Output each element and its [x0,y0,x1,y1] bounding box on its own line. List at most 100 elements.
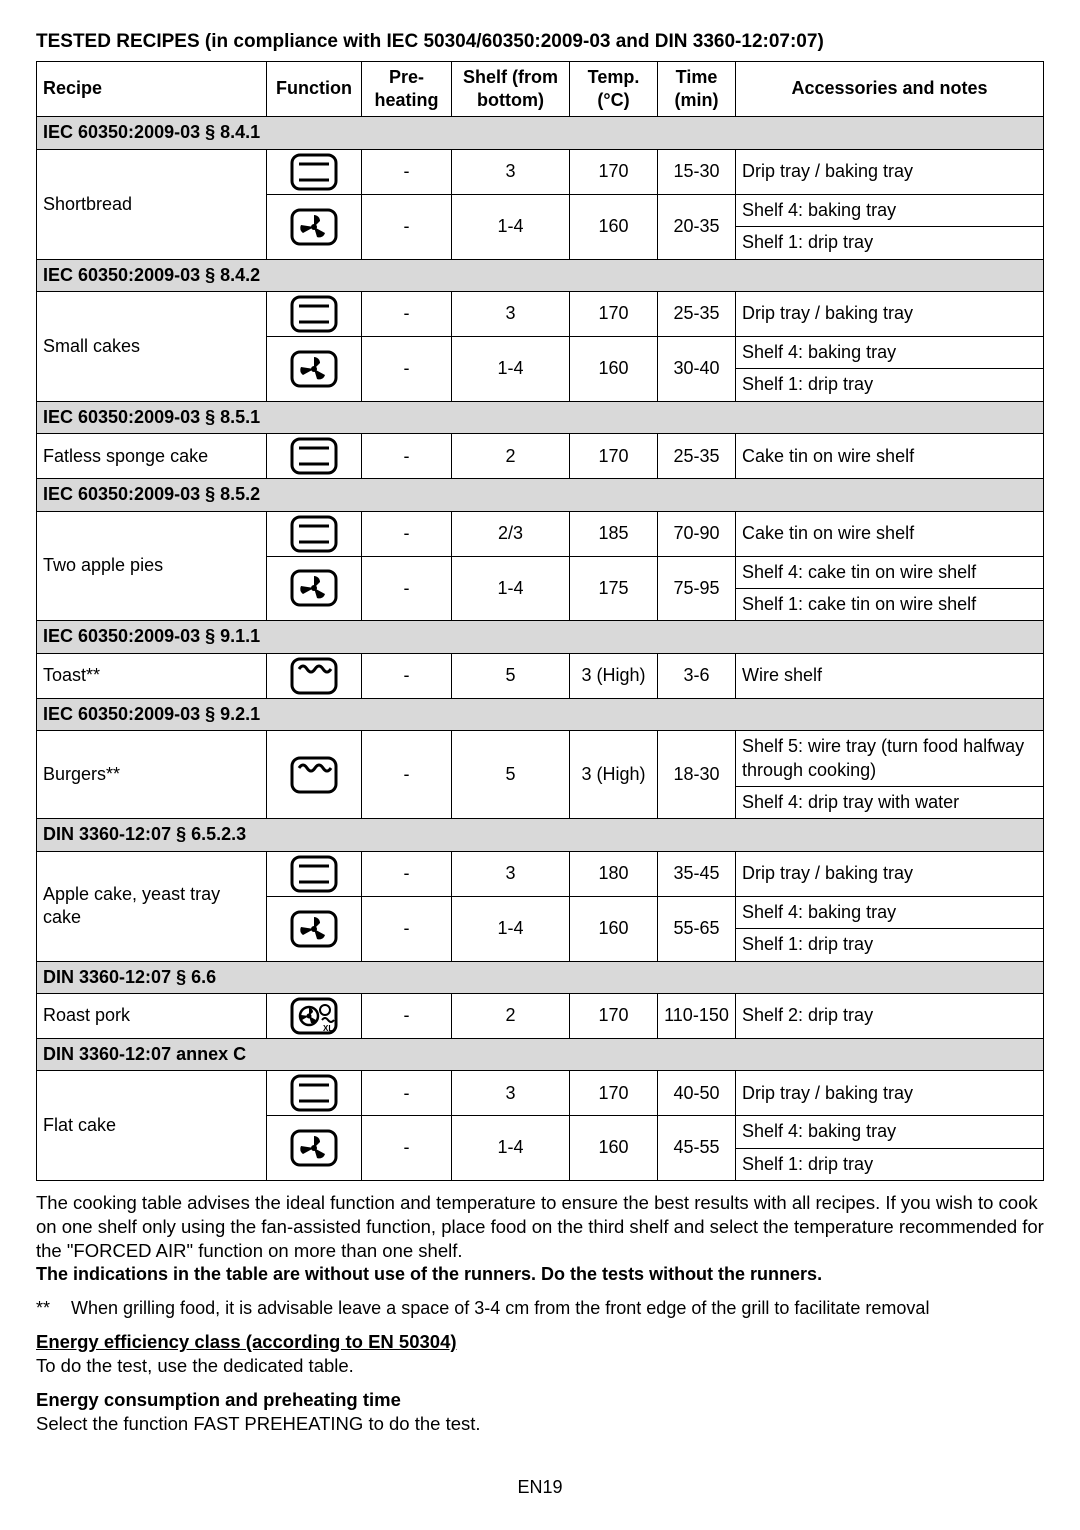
function-cell [267,194,362,259]
time-cell: 40-50 [658,1071,736,1116]
col-preheat: Pre-heating [362,61,452,117]
table-row: Small cakes-317025-35Drip tray / baking … [37,292,1044,337]
notes-cell: Drip tray / baking tray [736,1071,1044,1116]
recipe-name: Flat cake [37,1071,267,1181]
notes-cell: Shelf 1: cake tin on wire shelf [736,588,1044,620]
notes-cell: Shelf 1: drip tray [736,369,1044,401]
col-time: Time (min) [658,61,736,117]
footnote-mark: ** [36,1297,66,1320]
section-header: IEC 60350:2009-03 § 8.5.1 [37,401,1044,433]
function-cell [267,337,362,402]
notes-cell: Drip tray / baking tray [736,851,1044,896]
preheat-cell: - [362,511,452,556]
time-cell: 25-35 [658,434,736,479]
col-recipe: Recipe [37,61,267,117]
notes-cell: Shelf 4: baking tray [736,194,1044,226]
notes-cell: Shelf 5: wire tray (turn food halfway th… [736,731,1044,787]
energy-cons-body: Select the function FAST PREHEATING to d… [36,1413,481,1434]
notes-cell: Shelf 1: drip tray [736,227,1044,259]
function-cell [267,896,362,961]
recipe-name: Roast pork [37,993,267,1038]
preheat-cell: - [362,556,452,621]
table-row: Fatless sponge cake-217025-35Cake tin on… [37,434,1044,479]
preheat-cell: - [362,993,452,1038]
preheat-cell: - [362,1116,452,1181]
shelf-cell: 3 [452,292,570,337]
table-row: Toast** -53 (High)3-6Wire shelf [37,653,1044,698]
shelf-cell: 1-4 [452,337,570,402]
preheat-cell: - [362,653,452,698]
notes-cell: Wire shelf [736,653,1044,698]
section-header: DIN 3360-12:07 annex C [37,1038,1044,1070]
notes-cell: Shelf 1: drip tray [736,1148,1044,1180]
conventional-oven-icon [289,854,339,894]
preheat-cell: - [362,194,452,259]
temp-cell: 170 [570,1071,658,1116]
function-cell [267,149,362,194]
footnote: ** When grilling food, it is advisable l… [36,1297,1044,1320]
temp-cell: 160 [570,1116,658,1181]
time-cell: 3-6 [658,653,736,698]
table-header-row: Recipe Function Pre-heating Shelf (from … [37,61,1044,117]
grill-icon [289,755,339,795]
conventional-oven-icon [289,294,339,334]
shelf-cell: 5 [452,653,570,698]
col-shelf: Shelf (from bottom) [452,61,570,117]
notes-cell: Cake tin on wire shelf [736,511,1044,556]
fan-oven-icon [289,207,339,247]
table-row: Flat cake-317040-50Drip tray / baking tr… [37,1071,1044,1116]
fan-oven-icon [289,349,339,389]
conventional-oven-icon [289,514,339,554]
function-cell [267,993,362,1038]
notes-cell: Drip tray / baking tray [736,292,1044,337]
shelf-cell: 1-4 [452,556,570,621]
section-header: IEC 60350:2009-03 § 9.2.1 [37,698,1044,730]
temp-cell: 160 [570,337,658,402]
function-cell [267,1071,362,1116]
time-cell: 55-65 [658,896,736,961]
notes-cell: Shelf 1: drip tray [736,929,1044,961]
energy-class-body: To do the test, use the dedicated table. [36,1355,354,1376]
col-temp: Temp. (°C) [570,61,658,117]
shelf-cell: 2 [452,434,570,479]
col-notes: Accessories and notes [736,61,1044,117]
notes-cell: Shelf 2: drip tray [736,993,1044,1038]
conventional-oven-icon [289,1073,339,1113]
page-title: TESTED RECIPES (in compliance with IEC 5… [36,30,1044,55]
function-cell [267,653,362,698]
preheat-cell: - [362,851,452,896]
time-cell: 75-95 [658,556,736,621]
conventional-oven-icon [289,152,339,192]
temp-cell: 175 [570,556,658,621]
grill-icon [289,656,339,696]
recipe-name: Shortbread [37,149,267,259]
temp-cell: 180 [570,851,658,896]
advice-text: The cooking table advises the ideal func… [36,1191,1044,1263]
notes-cell: Shelf 4: baking tray [736,1116,1044,1148]
fan-oven-icon [289,568,339,608]
recipe-name: Burgers** [37,731,267,819]
shelf-cell: 2 [452,993,570,1038]
runners-text: The indications in the table are without… [36,1263,1044,1286]
preheat-cell: - [362,731,452,819]
preheat-cell: - [362,896,452,961]
table-row: Shortbread-317015-30Drip tray / baking t… [37,149,1044,194]
shelf-cell: 5 [452,731,570,819]
temp-cell: 3 (High) [570,653,658,698]
shelf-cell: 1-4 [452,1116,570,1181]
temp-cell: 170 [570,434,658,479]
preheat-cell: - [362,292,452,337]
function-cell [267,851,362,896]
function-cell [267,511,362,556]
turbo-grill-icon [289,996,339,1036]
notes-cell: Shelf 4: baking tray [736,896,1044,928]
shelf-cell: 3 [452,851,570,896]
recipe-name: Toast** [37,653,267,698]
function-cell [267,556,362,621]
notes-cell: Cake tin on wire shelf [736,434,1044,479]
preheat-cell: - [362,149,452,194]
time-cell: 18-30 [658,731,736,819]
recipe-name: Apple cake, yeast tray cake [37,851,267,961]
time-cell: 35-45 [658,851,736,896]
section-header: DIN 3360-12:07 § 6.6 [37,961,1044,993]
